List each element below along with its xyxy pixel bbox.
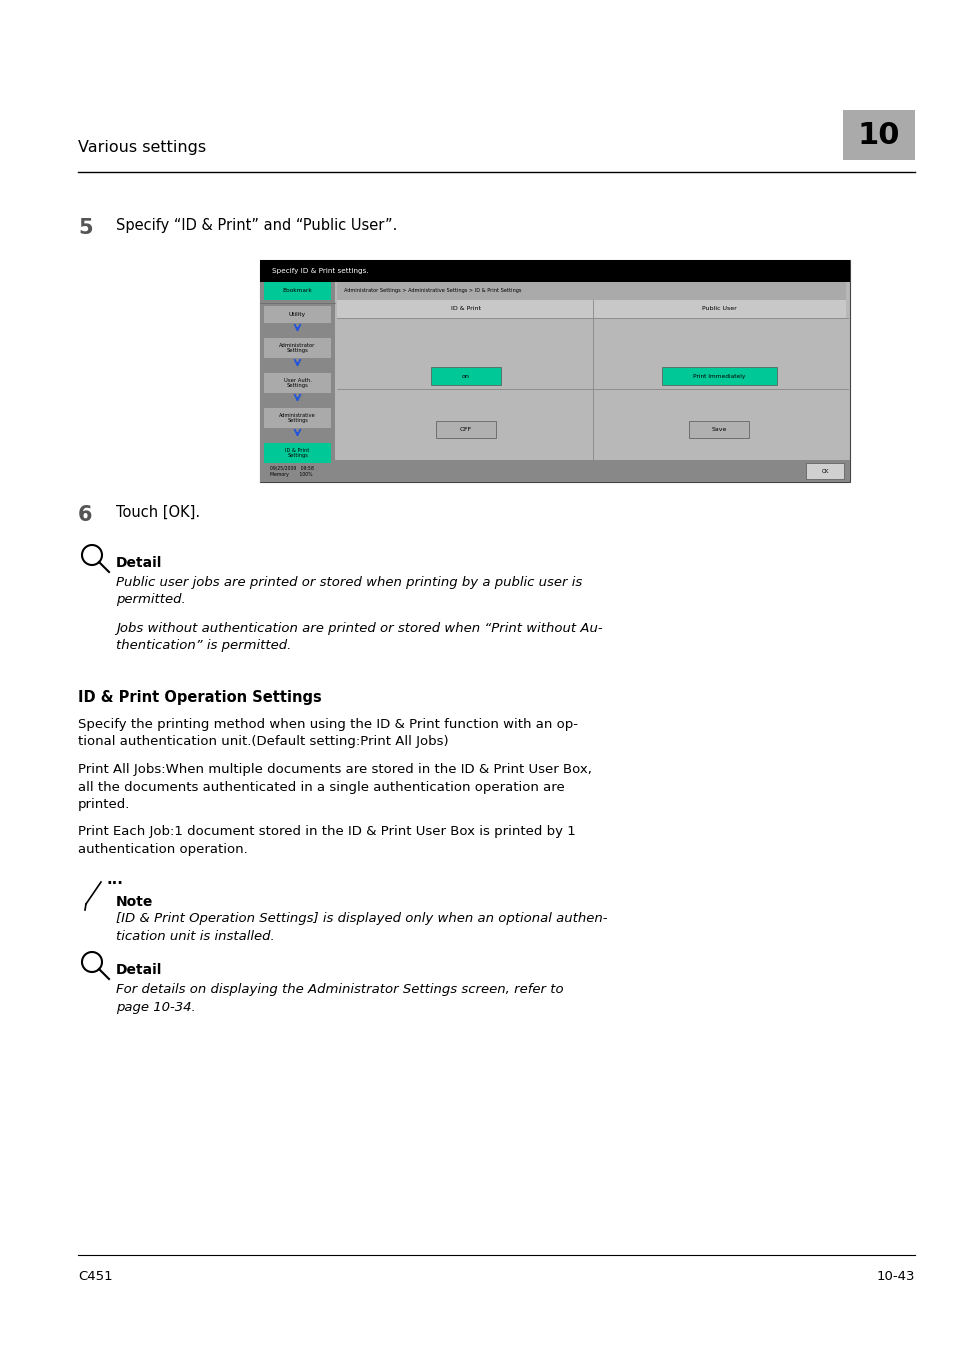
Text: Note: Note	[116, 895, 153, 909]
FancyBboxPatch shape	[842, 109, 914, 161]
Text: Various settings: Various settings	[78, 140, 206, 155]
Text: 09/25/2009   09:58
Memory       100%: 09/25/2009 09:58 Memory 100%	[270, 466, 314, 477]
Text: 5: 5	[78, 217, 92, 238]
Text: Save: Save	[711, 427, 726, 432]
Text: Specify the printing method when using the ID & Print function with an op-
tiona: Specify the printing method when using t…	[78, 718, 578, 748]
Text: Specify “ID & Print” and “Public User”.: Specify “ID & Print” and “Public User”.	[116, 217, 397, 234]
FancyBboxPatch shape	[264, 373, 331, 393]
FancyBboxPatch shape	[688, 421, 748, 437]
FancyBboxPatch shape	[264, 443, 331, 463]
FancyBboxPatch shape	[260, 261, 849, 482]
Text: Print Immediately: Print Immediately	[692, 374, 744, 378]
Text: ID & Print
Settings: ID & Print Settings	[285, 448, 310, 459]
Text: 10: 10	[857, 120, 900, 150]
FancyBboxPatch shape	[336, 300, 845, 317]
Text: Detail: Detail	[116, 963, 162, 977]
Text: Utility: Utility	[289, 312, 306, 317]
FancyBboxPatch shape	[260, 282, 335, 460]
Text: Print All Jobs:When multiple documents are stored in the ID & Print User Box,
al: Print All Jobs:When multiple documents a…	[78, 763, 591, 811]
Text: 6: 6	[78, 505, 92, 525]
FancyBboxPatch shape	[260, 261, 849, 282]
FancyBboxPatch shape	[264, 408, 331, 428]
FancyBboxPatch shape	[805, 463, 843, 479]
FancyBboxPatch shape	[264, 305, 331, 323]
Text: 10-43: 10-43	[876, 1270, 914, 1282]
FancyBboxPatch shape	[336, 282, 845, 300]
Text: ...: ...	[106, 872, 123, 887]
Text: Bookmark: Bookmark	[282, 289, 312, 293]
FancyBboxPatch shape	[260, 460, 849, 482]
Text: on: on	[461, 374, 469, 378]
FancyBboxPatch shape	[431, 367, 500, 385]
Text: OFF: OFF	[459, 427, 472, 432]
Text: [ID & Print Operation Settings] is displayed only when an optional authen-
ticat: [ID & Print Operation Settings] is displ…	[116, 913, 607, 942]
Text: Public user jobs are printed or stored when printing by a public user is
permitt: Public user jobs are printed or stored w…	[116, 576, 581, 606]
Text: ID & Print Operation Settings: ID & Print Operation Settings	[78, 690, 321, 705]
Text: Print Each Job:1 document stored in the ID & Print User Box is printed by 1
auth: Print Each Job:1 document stored in the …	[78, 825, 576, 856]
FancyBboxPatch shape	[661, 367, 776, 385]
Text: Administrator Settings > Administrative Settings > ID & Print Settings: Administrator Settings > Administrative …	[344, 289, 521, 293]
Text: Administrative
Settings: Administrative Settings	[279, 413, 315, 424]
Text: ID & Print: ID & Print	[450, 306, 480, 310]
Text: For details on displaying the Administrator Settings screen, refer to
page 10-34: For details on displaying the Administra…	[116, 983, 563, 1014]
FancyBboxPatch shape	[264, 338, 331, 358]
Text: OK: OK	[821, 468, 828, 474]
Text: Administrator
Settings: Administrator Settings	[279, 343, 315, 354]
Text: Specify ID & Print settings.: Specify ID & Print settings.	[272, 269, 368, 274]
FancyBboxPatch shape	[264, 282, 331, 300]
Text: Jobs without authentication are printed or stored when “Print without Au-
thenti: Jobs without authentication are printed …	[116, 622, 602, 652]
FancyBboxPatch shape	[436, 421, 496, 437]
Text: Touch [OK].: Touch [OK].	[116, 505, 200, 520]
Text: Public User: Public User	[701, 306, 736, 310]
Text: C451: C451	[78, 1270, 112, 1282]
Text: Detail: Detail	[116, 556, 162, 570]
Text: User Auth.
Settings: User Auth. Settings	[283, 378, 311, 389]
